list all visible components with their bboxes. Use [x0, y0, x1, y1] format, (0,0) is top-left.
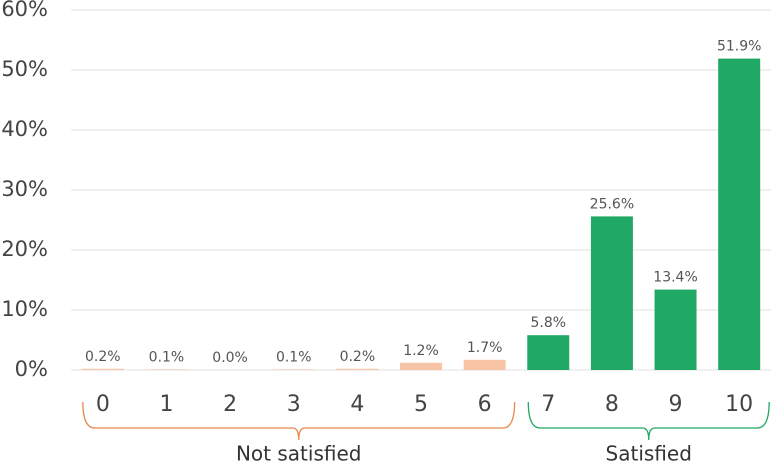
x-tick-label: 2 [223, 392, 237, 417]
value-label: 5.8% [530, 315, 566, 331]
bar [400, 362, 442, 370]
y-tick-label: 50% [1, 57, 48, 81]
value-label: 1.2% [403, 343, 439, 359]
bar [81, 368, 124, 370]
value-label: 0.1% [276, 349, 312, 365]
bar [272, 369, 315, 370]
value-label: 13.4% [653, 270, 697, 286]
bar [145, 369, 188, 370]
x-tick-label: 6 [478, 392, 492, 417]
x-tick-label: 10 [725, 392, 753, 417]
group-label: Not satisfied [236, 442, 362, 464]
y-tick-label: 40% [1, 117, 48, 141]
value-label: 25.6% [590, 196, 634, 212]
y-tick-label: 60% [1, 0, 48, 21]
value-label: 0.0% [212, 350, 248, 366]
group-brace [527, 401, 770, 441]
bar [590, 216, 633, 370]
bar [463, 359, 506, 370]
group-label: Satisfied [606, 442, 692, 464]
bar [527, 335, 570, 370]
x-tick-label: 4 [350, 392, 364, 417]
value-label: 0.1% [149, 349, 185, 365]
group-brace [82, 401, 516, 441]
x-tick-label: 9 [669, 392, 683, 417]
x-tick-label: 1 [159, 392, 173, 417]
x-tick-label: 5 [414, 392, 428, 417]
y-tick-label: 0% [15, 357, 48, 381]
x-tick-label: 7 [541, 392, 555, 417]
value-label: 0.2% [85, 349, 121, 365]
bar [718, 58, 761, 370]
value-label: 1.7% [467, 340, 503, 356]
y-tick-label: 30% [1, 177, 48, 201]
value-label: 0.2% [340, 349, 376, 365]
bar [336, 368, 379, 370]
value-label: 51.9% [717, 39, 761, 55]
x-tick-label: 0 [96, 392, 110, 417]
x-tick-label: 3 [287, 392, 301, 417]
bar [654, 289, 697, 370]
y-tick-label: 20% [1, 237, 48, 261]
y-tick-label: 10% [1, 297, 48, 321]
x-tick-label: 8 [605, 392, 619, 417]
